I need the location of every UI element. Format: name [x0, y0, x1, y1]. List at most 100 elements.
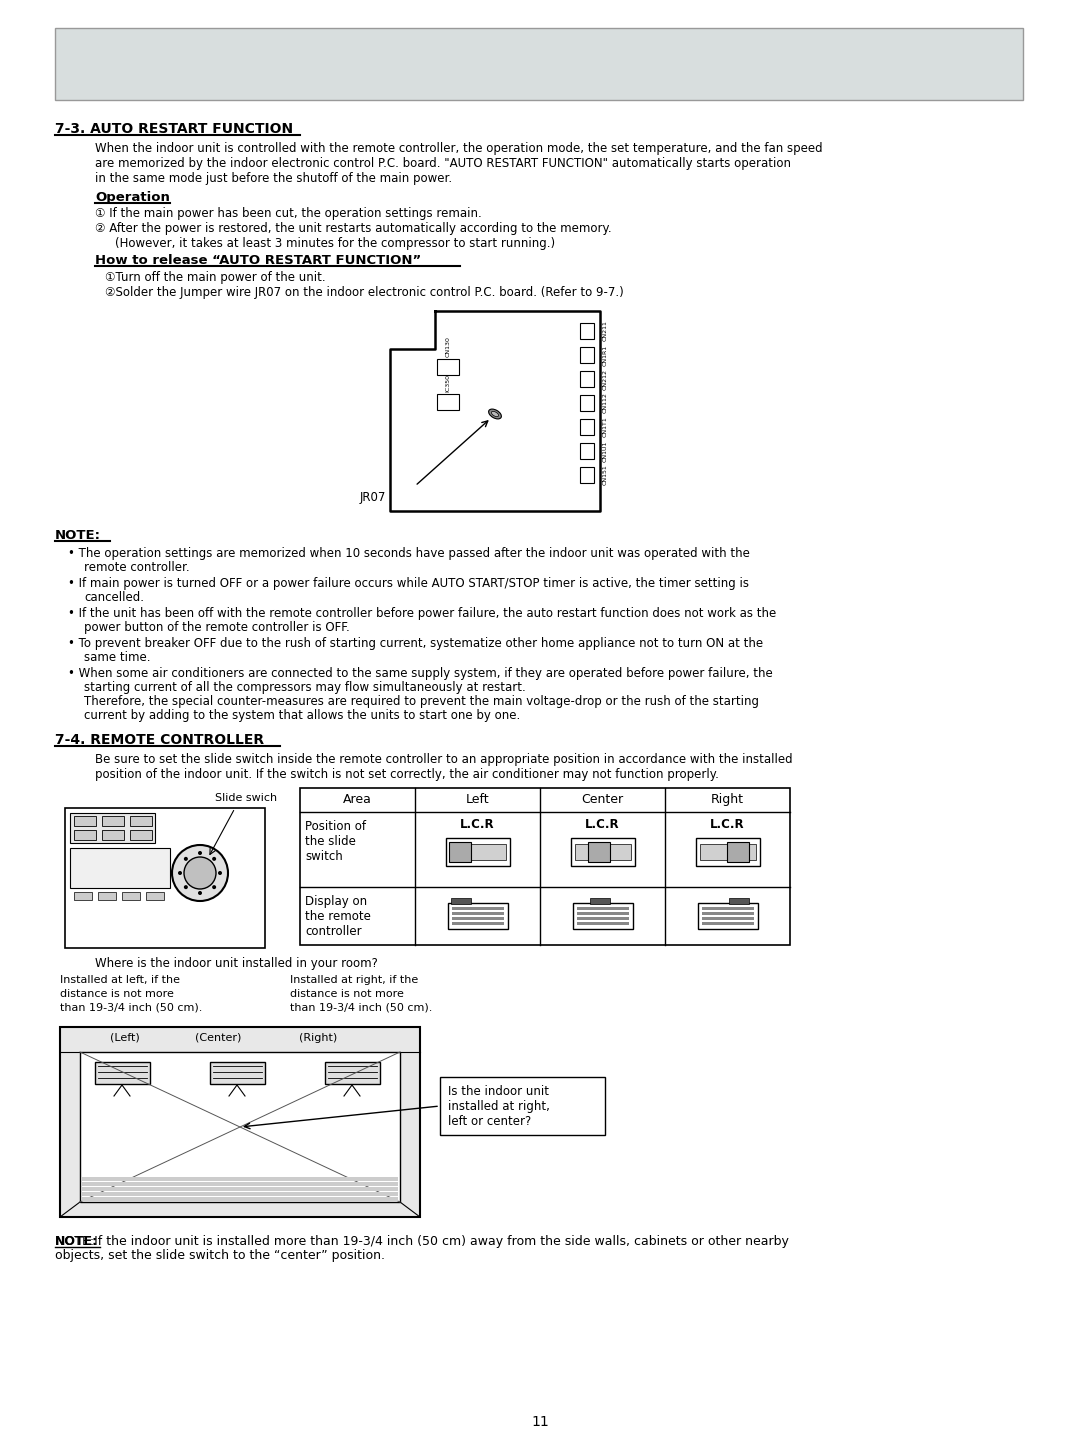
Text: Installed at left, if the: Installed at left, if the — [60, 975, 180, 985]
Text: Right: Right — [711, 793, 744, 806]
Text: (However, it takes at least 3 minutes for the compressor to start running.): (However, it takes at least 3 minutes fo… — [114, 238, 555, 251]
Bar — [577, 907, 629, 910]
Bar — [575, 844, 631, 860]
Bar — [727, 842, 748, 863]
Text: L.C.R: L.C.R — [711, 818, 745, 831]
Text: in the same mode just before the shutoff of the main power.: in the same mode just before the shutoff… — [95, 171, 453, 184]
Text: Where is the indoor unit installed in your room?: Where is the indoor unit installed in yo… — [95, 958, 378, 971]
Text: Center: Center — [581, 793, 623, 806]
Text: • If the unit has been off with the remote controller before power failure, the : • If the unit has been off with the remo… — [68, 608, 777, 621]
Bar — [55, 27, 1023, 99]
Bar — [82, 1192, 399, 1197]
Bar — [448, 842, 471, 863]
Text: (Right): (Right) — [299, 1032, 337, 1043]
Text: • To prevent breaker OFF due to the rush of starting current, systematize other : • To prevent breaker OFF due to the rush… — [68, 636, 764, 649]
Text: CN211: CN211 — [603, 321, 608, 341]
Bar — [590, 899, 609, 904]
Text: distance is not more: distance is not more — [291, 989, 404, 999]
Bar — [572, 903, 633, 929]
Bar — [580, 444, 594, 459]
Text: CN1T1: CN1T1 — [603, 416, 608, 438]
Text: than 19-3/4 inch (50 cm).: than 19-3/4 inch (50 cm). — [291, 1004, 432, 1012]
Text: • When some air conditioners are connected to the same supply system, if they ar: • When some air conditioners are connect… — [68, 667, 773, 680]
Circle shape — [212, 857, 216, 861]
Bar — [98, 891, 116, 900]
Bar — [70, 814, 156, 842]
Bar — [447, 903, 508, 929]
Circle shape — [212, 886, 216, 888]
Bar — [440, 1077, 605, 1135]
Text: Be sure to set the slide switch inside the remote controller to an appropriate p: Be sure to set the slide switch inside t… — [95, 753, 793, 766]
Bar — [300, 788, 789, 945]
Text: Is the indoor unit
installed at right,
left or center?: Is the indoor unit installed at right, l… — [448, 1084, 550, 1128]
Circle shape — [198, 891, 202, 896]
Bar — [702, 907, 754, 910]
Bar — [130, 816, 152, 827]
Bar — [446, 838, 510, 865]
Bar — [451, 912, 503, 914]
Bar — [729, 899, 748, 904]
Text: CN151: CN151 — [603, 465, 608, 485]
Bar — [210, 1063, 265, 1084]
Bar — [449, 844, 505, 860]
Bar — [702, 922, 754, 924]
Bar — [700, 844, 756, 860]
Text: ①Turn off the main power of the unit.: ①Turn off the main power of the unit. — [105, 271, 326, 284]
Bar — [580, 347, 594, 363]
Text: ① If the main power has been cut, the operation settings remain.: ① If the main power has been cut, the op… — [95, 207, 482, 220]
Bar — [580, 419, 594, 435]
Text: same time.: same time. — [84, 651, 150, 664]
Text: 7-3. AUTO RESTART FUNCTION: 7-3. AUTO RESTART FUNCTION — [55, 122, 293, 135]
Text: than 19-3/4 inch (50 cm).: than 19-3/4 inch (50 cm). — [60, 1004, 202, 1012]
Text: • The operation settings are memorized when 10 seconds have passed after the ind: • The operation settings are memorized w… — [68, 547, 750, 560]
Text: L.C.R: L.C.R — [585, 818, 620, 831]
Bar — [577, 922, 629, 924]
Bar — [577, 917, 629, 920]
Text: Area: Area — [343, 793, 372, 806]
Bar — [580, 395, 594, 410]
Bar — [102, 816, 124, 827]
Bar — [570, 838, 635, 865]
Text: NOTE:: NOTE: — [55, 528, 102, 541]
Circle shape — [184, 857, 188, 861]
Text: CN1R1: CN1R1 — [603, 344, 608, 366]
Bar — [102, 829, 124, 840]
Text: (Center): (Center) — [194, 1032, 241, 1043]
Ellipse shape — [488, 409, 501, 419]
Text: How to release “AUTO RESTART FUNCTION”: How to release “AUTO RESTART FUNCTION” — [95, 253, 421, 266]
Circle shape — [218, 871, 222, 876]
Text: Display on
the remote
controller: Display on the remote controller — [305, 896, 370, 937]
Text: 7-4. REMOTE CONTROLLER: 7-4. REMOTE CONTROLLER — [55, 733, 265, 747]
Text: Slide swich: Slide swich — [215, 793, 278, 804]
Bar — [80, 1053, 400, 1202]
Text: L.C.R: L.C.R — [460, 818, 495, 831]
Text: • If main power is turned OFF or a power failure occurs while AUTO START/STOP ti: • If main power is turned OFF or a power… — [68, 577, 750, 590]
Bar — [451, 922, 503, 924]
Bar — [75, 816, 96, 827]
Circle shape — [198, 851, 202, 855]
Bar — [588, 842, 609, 863]
Text: distance is not more: distance is not more — [60, 989, 174, 999]
Text: are memorized by the indoor electronic control P.C. board. "AUTO RESTART FUNCTIO: are memorized by the indoor electronic c… — [95, 157, 791, 170]
Bar — [580, 467, 594, 482]
Text: Therefore, the special counter-measures are required to prevent the main voltage: Therefore, the special counter-measures … — [84, 696, 759, 708]
Bar — [130, 829, 152, 840]
Bar — [65, 808, 265, 948]
Circle shape — [172, 845, 228, 901]
Text: CN1U1: CN1U1 — [603, 441, 608, 462]
Bar — [698, 903, 757, 929]
Text: Left: Left — [465, 793, 489, 806]
Bar — [702, 912, 754, 914]
Text: Position of
the slide
switch: Position of the slide switch — [305, 819, 366, 863]
Bar — [450, 899, 471, 904]
Text: Installed at right, if the: Installed at right, if the — [291, 975, 418, 985]
Text: IC350: IC350 — [446, 374, 450, 392]
Text: power button of the remote controller is OFF.: power button of the remote controller is… — [84, 621, 350, 634]
Bar — [580, 372, 594, 387]
Text: Operation: Operation — [95, 192, 170, 204]
Bar — [451, 907, 503, 910]
Text: CN130: CN130 — [446, 336, 450, 357]
Text: starting current of all the compressors may flow simultaneously at restart.: starting current of all the compressors … — [84, 681, 526, 694]
Text: 11: 11 — [531, 1416, 549, 1428]
Text: JR07: JR07 — [360, 491, 387, 504]
